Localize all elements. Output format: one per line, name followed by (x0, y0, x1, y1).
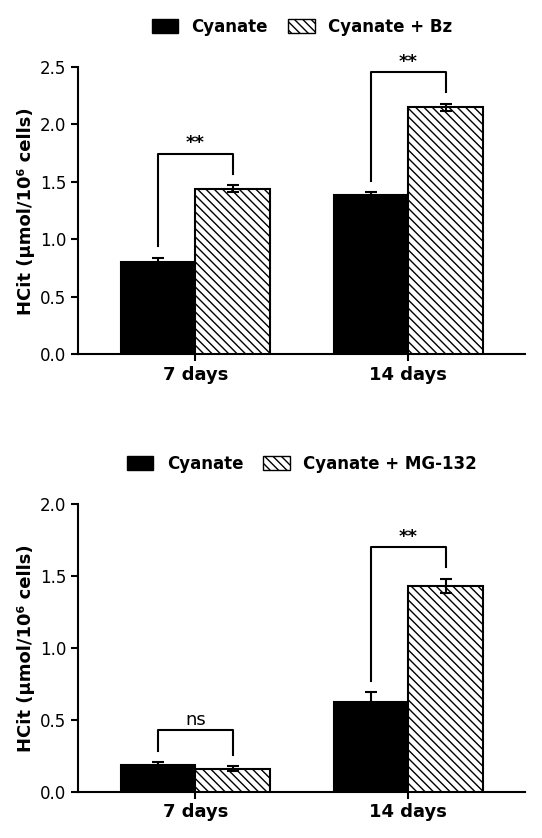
Bar (121, 262, 196, 354)
Text: ns: ns (185, 711, 206, 729)
Y-axis label: HCit (μmol/10⁶ cells): HCit (μmol/10⁶ cells) (17, 544, 35, 752)
Text: **: ** (399, 528, 418, 546)
Text: **: ** (186, 134, 205, 153)
Bar (196, 768, 270, 792)
Legend: Cyanate, Cyanate + Bz: Cyanate, Cyanate + Bz (152, 18, 452, 36)
Bar (334, 702, 408, 792)
Text: **: ** (399, 53, 418, 70)
Bar (408, 586, 483, 792)
Bar (196, 189, 270, 354)
Legend: Cyanate, Cyanate + MG-132: Cyanate, Cyanate + MG-132 (127, 455, 477, 473)
Y-axis label: HCit (μmol/10⁶ cells): HCit (μmol/10⁶ cells) (17, 107, 35, 314)
Bar (408, 107, 483, 354)
Bar (334, 194, 408, 354)
Bar (121, 765, 196, 792)
